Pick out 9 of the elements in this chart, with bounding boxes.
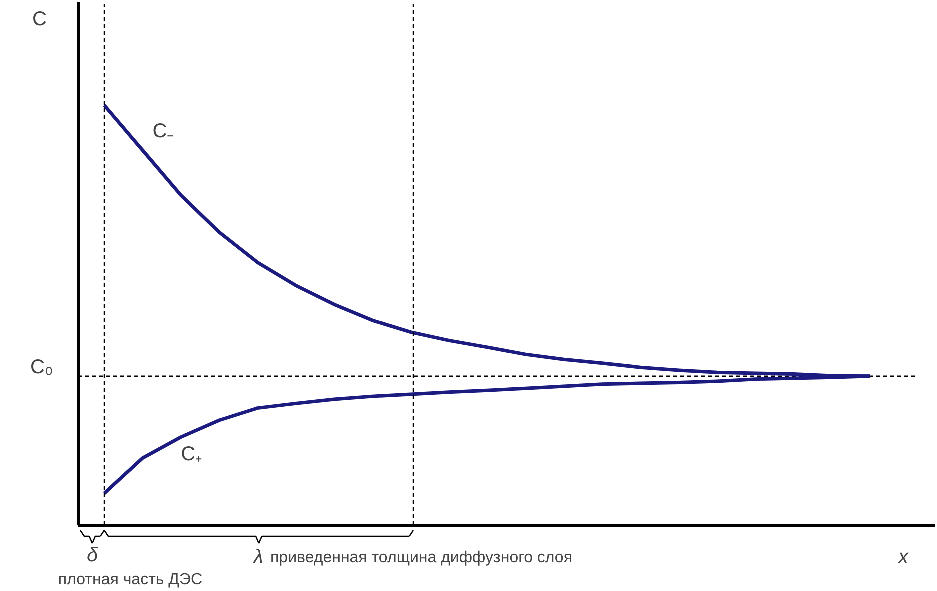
text: приведенная толщина диффузного слоя [270,550,572,566]
ref-line-label: C₀ [30,356,54,378]
series-label: C₊ [181,443,203,466]
x-axis-title: x [898,546,910,568]
text: λ [252,546,264,568]
y-axis-title: C [32,8,47,30]
text: плотная часть ДЭС [58,572,203,588]
series-label: C₋ [152,120,174,142]
text: δ [86,544,99,566]
